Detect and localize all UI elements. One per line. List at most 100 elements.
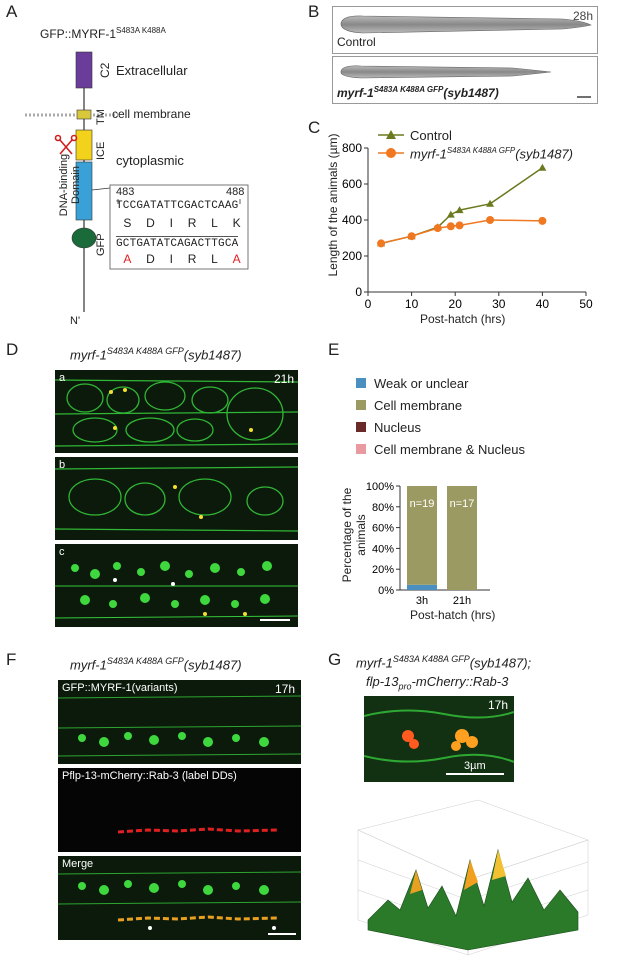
length-line-chart: 0 200 400 600 800 0 10 20 30 40 50	[342, 130, 593, 311]
stacked-bar-segment	[407, 584, 437, 590]
time-label-d: 21h	[273, 372, 294, 386]
y-tick-label: 400	[342, 213, 362, 227]
legend-swatch	[356, 378, 366, 388]
y-tick-label: 600	[342, 177, 362, 191]
c2-domain	[75, 51, 93, 89]
worm-control-frame: Control 28h	[332, 6, 598, 54]
micrograph-f-merge: Merge	[58, 856, 301, 940]
seq-mut-aa: A D I R L A	[116, 252, 248, 266]
legend-item: Weak or unclear	[356, 372, 525, 394]
x-tick-label: 40	[536, 297, 550, 311]
y-tick-label: 0	[355, 285, 362, 299]
mut-aa: A	[232, 252, 241, 266]
y-tick-label: 200	[342, 249, 362, 263]
legend-item: Cell membrane	[356, 394, 525, 416]
panel-label-b: B	[308, 2, 320, 21]
x-tick-label: 3h	[416, 595, 428, 607]
data-point	[446, 222, 455, 231]
mut-aa: I	[169, 252, 173, 266]
x-tick-label: 50	[579, 297, 593, 311]
chart-e-xlabel: Post-hatch (hrs)	[410, 608, 496, 622]
legend-label: Weak or unclear	[374, 375, 469, 391]
micrograph-d-c: c	[55, 544, 298, 627]
stacked-bar-chart: 0% 20% 40% 60% 80% 100% 3h 21h n=19 n=17	[366, 481, 490, 607]
data-point	[407, 232, 416, 241]
panel-a-title-main: GFP::MYRF-1	[40, 27, 117, 41]
wt-aa: K	[232, 216, 241, 230]
legend-item: Nucleus	[356, 416, 525, 438]
data-point	[538, 216, 547, 225]
worm-mutant-frame: myrf-1S483A K488A GFP(syb1487)	[332, 56, 598, 104]
data-point	[377, 239, 386, 248]
series-line	[380, 167, 543, 245]
tm-label: TM	[95, 109, 107, 125]
seq-end: 488	[226, 186, 245, 198]
n-terminus-label: N'	[70, 315, 81, 327]
control-label: Control	[337, 35, 376, 49]
panel-label-c: C	[308, 118, 321, 137]
sub-label-a: a	[59, 372, 66, 384]
panel-label-e: E	[328, 340, 340, 359]
bar-n-label: n=19	[410, 498, 435, 510]
x-tick-label: 21h	[453, 595, 471, 607]
seq-mut-dna: GCTGATATCAGACTTGCA	[116, 236, 239, 250]
mcherry-channel-label: Pflp-13-mCherry::Rab-3 (label DDs)	[62, 770, 237, 782]
ice-domain	[75, 129, 93, 161]
dna-binding-label: DNA-binding Domain	[58, 153, 82, 217]
mut-aa: D	[146, 252, 155, 266]
y-tick-label: 80%	[372, 502, 394, 514]
dna-binding-domain	[75, 161, 93, 221]
cytoplasmic-label: cytoplasmic	[116, 153, 184, 168]
legend-swatch	[356, 422, 366, 432]
panel-label-a: A	[6, 2, 18, 21]
micrograph-f-gfp: GFP::MYRF-1(variants) 17h	[58, 680, 301, 764]
x-tick-label: 20	[449, 297, 463, 311]
y-tick-label: 100%	[366, 481, 394, 493]
legend-marker	[386, 130, 396, 139]
wt-aa: L	[211, 216, 218, 230]
stacked-bar-segment	[407, 486, 437, 585]
x-tick-label: 0	[365, 297, 372, 311]
legend-marker	[386, 148, 396, 158]
legend-label: Cell membrane	[374, 397, 463, 413]
data-point	[486, 216, 495, 224]
seq-connector	[91, 187, 111, 191]
surface-plot-3d	[357, 799, 589, 956]
time-label-g: 17h	[487, 698, 508, 712]
protein-diagram	[25, 51, 249, 312]
worm-control-image	[340, 15, 592, 34]
gfp-label: GFP	[95, 233, 107, 256]
panel-label-f: F	[6, 650, 17, 669]
seq-start: 483	[116, 186, 135, 198]
gfp-tag	[71, 227, 97, 249]
time-label-f: 17h	[274, 682, 295, 696]
legend-item: Cell membrane & Nucleus	[356, 438, 525, 460]
seq-wt-dna: TCCGATATTCGACTCAAG	[116, 200, 239, 212]
legend-label: Cell membrane & Nucleus	[374, 441, 526, 457]
chart-c-xlabel: Post-hatch (hrs)	[420, 312, 506, 326]
legend-swatch	[356, 444, 366, 454]
panel-g-title-1: myrf-1S483A K488A GFP(syb1487);	[356, 654, 532, 671]
wt-aa: S	[123, 216, 132, 230]
seq-wt-aa: S D I R L K	[116, 216, 248, 230]
mut-aa: L	[211, 252, 218, 266]
micrograph-f-mcherry: Pflp-13-mCherry::Rab-3 (label DDs)	[58, 768, 301, 852]
sequence-box	[109, 184, 249, 270]
y-tick-label: 40%	[372, 543, 394, 555]
data-point	[446, 210, 455, 218]
worm-mutant-image	[340, 65, 591, 98]
y-tick-label: 0%	[378, 585, 394, 597]
gfp-channel-label: GFP::MYRF-1(variants)	[62, 682, 178, 694]
panel-g-title-2: flp-13pro-mCherry::Rab-3	[366, 674, 509, 692]
panel-f-title: myrf-1S483A K488A GFP(syb1487)	[70, 656, 242, 673]
legend-mutant: myrf-1S483A K488A GFP(syb1487)	[410, 146, 573, 162]
membrane-label: cell membrane	[112, 107, 191, 121]
data-point	[455, 206, 464, 214]
data-point	[486, 199, 495, 207]
legend-swatch	[356, 400, 366, 410]
legend-label: Nucleus	[374, 419, 421, 435]
data-point	[538, 163, 547, 171]
bar-n-label: n=17	[450, 498, 475, 510]
wt-aa: R	[187, 216, 197, 230]
merge-channel-label: Merge	[62, 858, 94, 870]
